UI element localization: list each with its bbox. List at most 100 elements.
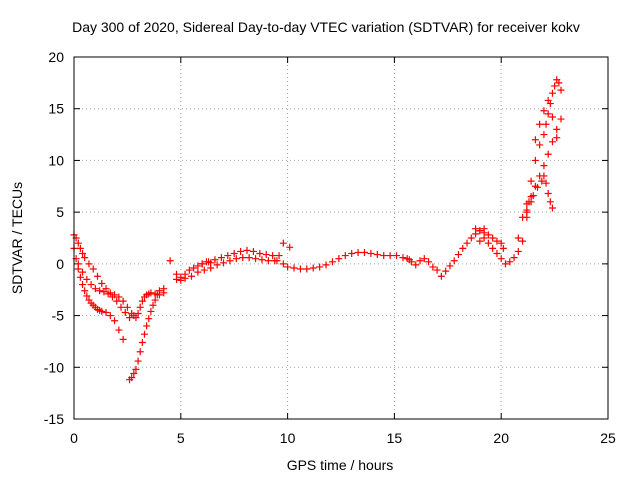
data-point-track-b [119, 335, 127, 343]
data-point-track-e [237, 247, 245, 255]
data-point-track-a [132, 314, 140, 322]
data-point-track-f [258, 256, 266, 264]
data-point-track-b [102, 308, 110, 316]
data-point-track-j [542, 120, 550, 128]
data-point-track-g [296, 265, 304, 273]
data-point-track-j [548, 89, 556, 97]
data-point-track-g [399, 254, 407, 262]
data-point-track-m [548, 204, 556, 212]
data-point-track-a [76, 244, 84, 252]
data-point-track-g [290, 264, 298, 272]
data-point-track-a [115, 293, 123, 301]
data-point-track-m [542, 179, 550, 187]
grid-layer [74, 57, 608, 419]
data-point-track-j [519, 213, 527, 221]
data-point-track-h [403, 255, 411, 263]
data-point-track-b [106, 312, 114, 320]
data-point-track-b [115, 326, 123, 334]
data-point-track-c [104, 290, 112, 298]
data-point-track-a [136, 303, 144, 311]
data-point-track-e [217, 254, 225, 262]
data-point-track-a [98, 280, 106, 288]
data-point-track-j [514, 234, 522, 242]
data-point-track-h [433, 266, 441, 274]
data-point-track-g [284, 263, 292, 271]
data-point-track-e [243, 246, 251, 254]
data-point-track-h [450, 257, 458, 265]
data-point-track-a [85, 260, 93, 268]
data-point-track-d [143, 322, 151, 330]
data-point-track-h [412, 261, 420, 269]
data-point-track-c [126, 314, 134, 322]
data-point-track-e [269, 252, 277, 260]
data-point-track-a [123, 303, 131, 311]
data-point-track-d [138, 338, 146, 346]
data-point-track-a [134, 310, 142, 318]
data-point-track-c [87, 281, 95, 289]
data-point-track-n [476, 227, 484, 235]
data-points [70, 76, 565, 384]
data-point-track-e [275, 252, 283, 260]
y-tick-label: -5 [52, 308, 65, 324]
data-point-track-c [113, 297, 121, 305]
data-point-track-h [467, 234, 475, 242]
data-point-track-f [264, 257, 272, 265]
data-point-track-g [348, 250, 356, 258]
data-point-track-p [279, 239, 287, 247]
data-point-track-a [74, 239, 82, 247]
data-point-track-j [540, 131, 548, 139]
data-point-track-i [493, 250, 501, 258]
y-tick-label: 10 [48, 152, 64, 168]
data-point-track-e [194, 262, 202, 270]
data-point-track-f [177, 276, 185, 284]
data-point-track-c [117, 303, 125, 311]
data-point-track-g [316, 263, 324, 271]
data-point-track-g [309, 264, 317, 272]
data-point-track-h [454, 251, 462, 259]
data-point-track-g [279, 260, 287, 268]
data-point-track-a [81, 254, 89, 262]
data-point-track-f [220, 259, 228, 267]
data-point-track-f [226, 257, 234, 265]
data-point-track-m [523, 206, 531, 214]
data-point-track-j [531, 156, 539, 164]
data-point-track-b [98, 307, 106, 315]
data-point-track-e [166, 257, 174, 265]
data-point-track-f [187, 272, 195, 280]
data-point-track-g [393, 252, 401, 260]
data-point-track-l [536, 120, 544, 128]
data-point-track-b [111, 317, 119, 325]
data-point-track-k [544, 150, 552, 158]
data-point-track-f [239, 254, 247, 262]
data-point-track-h [425, 258, 433, 266]
data-point-track-c [121, 308, 129, 316]
data-point-track-g [303, 265, 311, 273]
data-point-track-b [76, 273, 84, 281]
x-tick-label: 0 [70, 430, 78, 446]
y-axis-ticks: -15 -10 -5 0 5 10 15 20 [44, 49, 608, 427]
data-point-track-j [527, 177, 535, 185]
data-point-track-d [132, 365, 140, 373]
data-point-track-n [493, 237, 501, 245]
data-point-track-m [540, 172, 548, 180]
data-point-track-m [544, 190, 552, 198]
chart-title: Day 300 of 2020, Sidereal Day-to-day VTE… [72, 19, 580, 35]
data-point-track-h [416, 257, 424, 265]
data-point-track-h [420, 255, 428, 263]
data-point-track-o [202, 258, 210, 266]
data-point-track-e [224, 252, 232, 260]
data-point-track-f [252, 255, 260, 263]
data-point-track-e [190, 264, 198, 272]
data-point-track-j [551, 82, 559, 90]
y-tick-label: 20 [48, 49, 64, 65]
data-point-track-f [194, 268, 202, 276]
data-point-track-d [149, 301, 157, 309]
data-point-track-o [198, 260, 206, 268]
data-point-track-h [463, 239, 471, 247]
data-point-track-i [514, 247, 522, 255]
data-point-track-b [79, 281, 87, 289]
data-point-track-g [373, 251, 381, 259]
data-point-track-k [557, 115, 565, 123]
data-point-track-i [510, 254, 518, 262]
